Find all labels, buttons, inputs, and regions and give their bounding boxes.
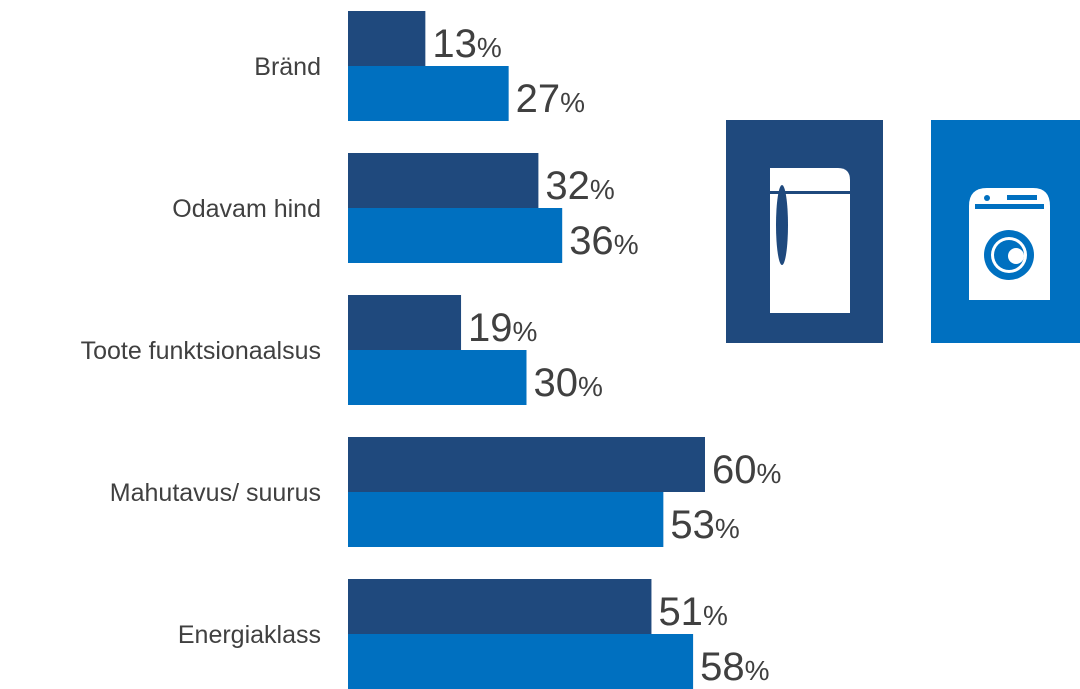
bar-washing-machine: [348, 492, 664, 547]
data-label: 51%: [658, 590, 727, 634]
data-label: 19%: [468, 306, 537, 350]
legend-washing-machine: [931, 120, 1080, 343]
washing-machine-icon: [931, 120, 1080, 343]
bar-washing-machine: [348, 208, 563, 263]
category-label: Toote funktsionaalsus: [81, 337, 321, 365]
bar-refrigerator: [348, 153, 539, 208]
data-label: 58%: [700, 645, 769, 689]
category-label: Bränd: [254, 53, 321, 81]
refrigerator-icon: [726, 120, 883, 343]
category-label: Mahutavus/ suurus: [110, 479, 321, 507]
data-label: 53%: [670, 503, 739, 547]
bar-washing-machine: [348, 634, 694, 689]
category-label: Odavam hind: [172, 195, 321, 223]
data-label: 13%: [432, 22, 501, 66]
bar-refrigerator: [348, 579, 652, 634]
bar-refrigerator: [348, 11, 426, 66]
bar-washing-machine: [348, 350, 527, 405]
data-label: 32%: [545, 164, 614, 208]
bar-refrigerator: [348, 437, 705, 492]
bar-refrigerator: [348, 295, 462, 350]
data-label: 36%: [569, 219, 638, 263]
legend-refrigerator: [726, 120, 883, 343]
category-label: Energiaklass: [178, 621, 321, 649]
data-label: 30%: [534, 361, 603, 405]
labels-layer: Bränd 13% 27% Odavam hind 32% 36% Toote funkts…: [81, 22, 782, 689]
bars-layer: [348, 11, 705, 689]
data-label: 27%: [516, 77, 585, 121]
bar-washing-machine: [348, 66, 509, 121]
data-label: 60%: [712, 448, 781, 492]
